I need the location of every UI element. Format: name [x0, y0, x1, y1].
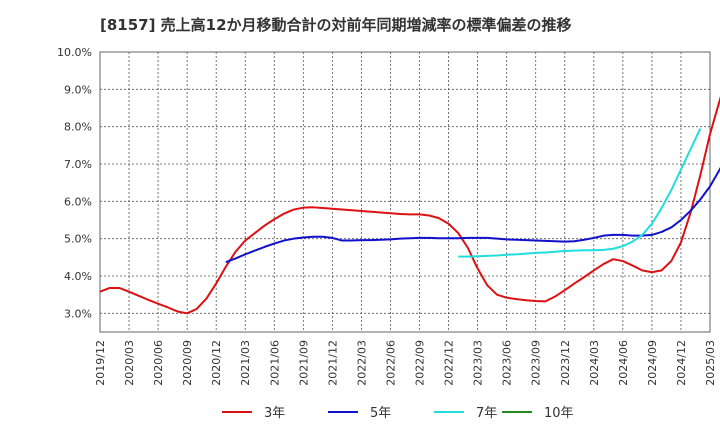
- x-tick-label: 2022/12: [443, 340, 456, 386]
- legend-label: 5年: [370, 406, 391, 421]
- x-tick-label: 2022/06: [384, 340, 397, 386]
- x-tick-label: 2020/06: [152, 340, 165, 386]
- series-line: [99, 96, 720, 315]
- x-tick-label: 2021/03: [239, 340, 252, 386]
- x-tick-label: 2020/12: [210, 340, 223, 386]
- chart-title: [8157] 売上高12か月移動合計の対前年同期増減率の標準偏差の推移: [100, 16, 572, 34]
- x-tick-label: 2020/03: [123, 340, 136, 386]
- x-tick-label: 2024/09: [646, 340, 659, 386]
- y-tick-label: 5.0%: [64, 233, 92, 246]
- y-tick-label: 3.0%: [64, 307, 92, 320]
- x-tick-label: 2021/12: [326, 340, 339, 386]
- y-tick-label: 9.0%: [64, 83, 92, 96]
- y-tick-label: 6.0%: [64, 195, 92, 208]
- x-tick-label: 2024/06: [617, 340, 630, 386]
- x-tick-label: 2023/03: [472, 340, 485, 386]
- x-tick-label: 2021/09: [297, 340, 310, 386]
- x-tick-label: 2024/03: [588, 340, 601, 386]
- x-tick-label: 2023/09: [530, 340, 543, 386]
- series-line: [458, 128, 702, 258]
- legend-label: 7年: [476, 406, 497, 421]
- y-tick-label: 7.0%: [64, 158, 92, 171]
- grid: [99, 51, 711, 332]
- x-axis: 2019/12 2020/03 2020/06 2020/09 2020/12 2021/…: [94, 340, 717, 386]
- legend: 3年 5年 7年 10年: [222, 406, 574, 421]
- x-tick-label: 2023/12: [559, 340, 572, 386]
- y-tick-label: 8.0%: [64, 121, 92, 134]
- y-tick-label: 4.0%: [64, 270, 92, 283]
- x-tick-label: 2019/12: [94, 340, 107, 386]
- plot-frame: [99, 51, 711, 333]
- x-tick-label: 2020/09: [181, 340, 194, 386]
- legend-label: 3年: [264, 406, 285, 421]
- x-tick-label: 2022/09: [414, 340, 427, 386]
- y-tick-label: 10.0%: [57, 46, 92, 59]
- x-tick-label: 2021/06: [268, 340, 281, 386]
- series-line: [225, 167, 720, 264]
- x-tick-label: 2022/03: [355, 340, 368, 386]
- legend-label: 10年: [544, 406, 574, 421]
- y-axis: 10.0% 9.0% 8.0% 7.0% 6.0% 5.0% 4.0% 3.0%: [57, 46, 92, 320]
- x-tick-label: 2023/06: [501, 340, 514, 386]
- series-lines: [99, 96, 720, 315]
- x-tick-label: 2024/12: [675, 340, 688, 386]
- x-tick-label: 2025/03: [704, 340, 717, 386]
